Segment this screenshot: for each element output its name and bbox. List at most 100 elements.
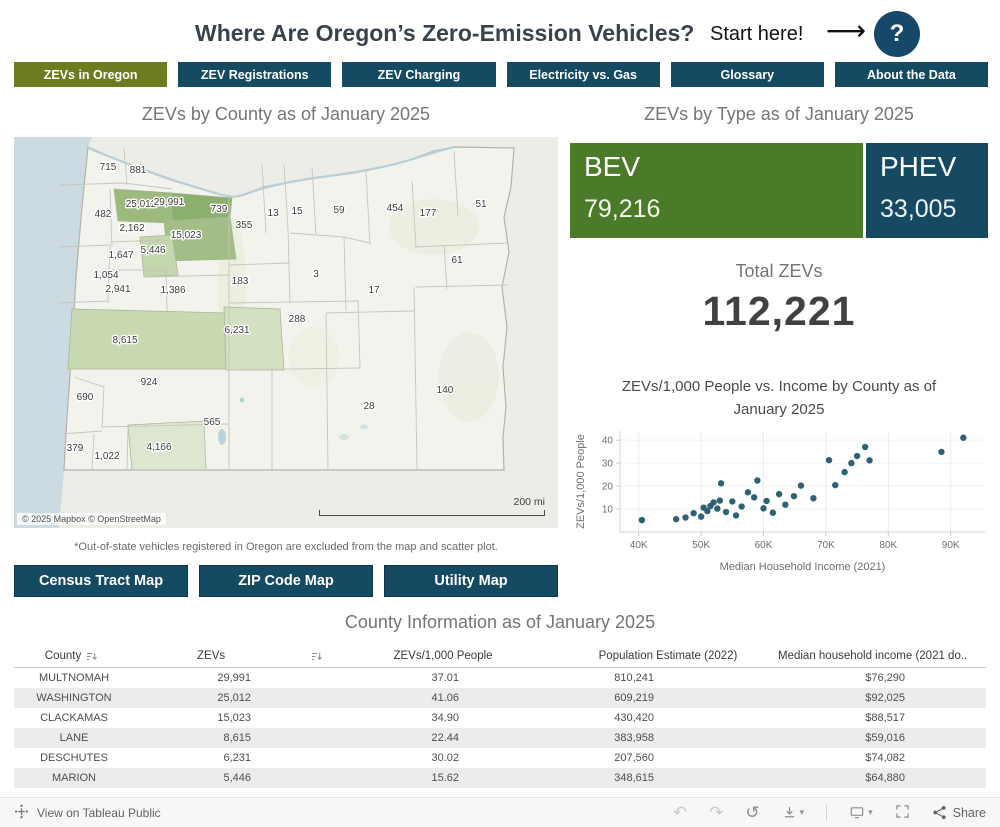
- nav-tab-about-the-data[interactable]: About the Data: [834, 62, 989, 87]
- scatter-point[interactable]: [716, 497, 724, 504]
- scatter-point[interactable]: [690, 509, 697, 517]
- scatter-point[interactable]: [797, 482, 805, 489]
- page-title: Where Are Oregon’s Zero-Emission Vehicle…: [195, 20, 695, 46]
- scatter-point[interactable]: [754, 477, 761, 484]
- scatter-point[interactable]: [790, 492, 798, 500]
- scatter-point[interactable]: [763, 497, 770, 505]
- table-row-deschutes[interactable]: DESCHUTES 6,231 30.02 207,560 $74,082: [14, 748, 986, 768]
- scatter-point[interactable]: [775, 490, 783, 498]
- scatter-point[interactable]: [825, 456, 833, 464]
- scatter-point[interactable]: [729, 498, 736, 505]
- county-value-label: 355: [236, 220, 253, 231]
- y-tick-label: 30: [602, 459, 614, 470]
- table-row-washington[interactable]: WASHINGTON 25,012 41.06 609,219 $92,025: [14, 688, 986, 708]
- scatter-svg[interactable]: 40K 50K 60K 70K 80K 90K 10 20 30 40 ZEVs/1,000 Peo…: [572, 425, 988, 595]
- scatter-point[interactable]: [638, 516, 646, 524]
- scatter-plot[interactable]: 40K 50K 60K 70K 80K 90K 10 20 30 40 ZEVs/1,000 Peo…: [572, 425, 988, 595]
- nav-tab-glossary[interactable]: Glossary: [670, 62, 824, 87]
- help-button[interactable]: ?: [874, 11, 920, 57]
- reset-icon[interactable]: ↺: [745, 803, 760, 822]
- table-cell: 207,560: [614, 752, 654, 764]
- start-here-label: Start here!: [710, 23, 804, 45]
- scatter-point[interactable]: [717, 480, 725, 487]
- phev-box[interactable]: PHEV 33,005: [866, 143, 988, 238]
- sort-icon[interactable]: [311, 651, 322, 662]
- nav-tab-zev-charging[interactable]: ZEV Charging: [342, 62, 496, 87]
- table-cell: 5,446: [223, 772, 251, 784]
- county-value-label: 4,166: [146, 442, 171, 453]
- county-value-label: 454: [387, 203, 404, 214]
- nav-tab-zev-registrations[interactable]: ZEV Registrations: [178, 62, 332, 87]
- scatter-point[interactable]: [841, 468, 848, 476]
- scatter-point[interactable]: [738, 503, 745, 510]
- scatter-point[interactable]: [697, 513, 705, 520]
- column-header-population-estimate-2022[interactable]: Population Estimate (2022): [558, 650, 778, 662]
- map-section-title: ZEVs by County as of January 2025: [141, 104, 431, 124]
- download-button[interactable]: ▾: [782, 805, 804, 820]
- scatter-point[interactable]: [744, 489, 752, 496]
- scatter-point[interactable]: [682, 514, 689, 521]
- undo-icon[interactable]: ↶: [672, 803, 688, 822]
- scatter-point[interactable]: [760, 505, 767, 512]
- nav-tab-bar: ZEVs in Oregon ZEV Registrations ZEV Charg…: [14, 62, 989, 87]
- map-button-census-tract-map[interactable]: Census Tract Map: [14, 565, 188, 597]
- share-icon: [933, 805, 946, 820]
- county-map[interactable]: 715 881 482 25,012 29,991 739 2,162 15,023 355 13…: [14, 137, 558, 528]
- scatter-point[interactable]: [782, 501, 789, 508]
- scatter-point[interactable]: [769, 509, 777, 516]
- scatter-point[interactable]: [866, 457, 873, 464]
- phev-value: 33,005: [880, 195, 957, 223]
- redo-icon[interactable]: ↷: [709, 803, 724, 822]
- pacific-ocean: [14, 137, 92, 528]
- scatter-point[interactable]: [714, 505, 721, 512]
- column-header-zevs-1-000-people[interactable]: ZEVs/1,000 People: [328, 650, 558, 662]
- table-row-clackamas[interactable]: CLACKAMAS 15,023 34.90 430,420 $88,517: [14, 708, 986, 728]
- scatter-point[interactable]: [710, 499, 717, 506]
- map-attribution[interactable]: © 2025 Mapbox © OpenStreetMap: [17, 513, 166, 525]
- county-value-label: 51: [475, 199, 487, 210]
- column-header-zevs[interactable]: ZEVs: [134, 650, 328, 662]
- download-icon: [784, 806, 794, 818]
- table-row-marion[interactable]: MARION 5,446 15.62 348,615 $64,880: [14, 768, 986, 788]
- scatter-point[interactable]: [722, 508, 730, 516]
- share-button[interactable]: Share: [932, 805, 986, 820]
- county-value-label: 29,991: [154, 197, 185, 208]
- scatter-point[interactable]: [853, 452, 861, 460]
- scatter-point[interactable]: [832, 481, 839, 489]
- table-cell: 37.01: [431, 672, 459, 684]
- scatter-point[interactable]: [750, 494, 758, 501]
- view-on-tableau-link[interactable]: View on Tableau Public: [14, 804, 161, 822]
- fullscreen-button[interactable]: [895, 804, 910, 822]
- sort-icon[interactable]: [86, 651, 98, 662]
- scatter-point[interactable]: [810, 495, 817, 502]
- column-header-median-household-income-2021-do[interactable]: Median household income (2021 do..: [778, 650, 986, 662]
- scatter-point[interactable]: [732, 512, 740, 519]
- scatter-point[interactable]: [960, 434, 967, 441]
- map-footnote: *Out-of-state vehicles registered in Ore…: [74, 541, 498, 553]
- bev-box[interactable]: BEV 79,216: [570, 143, 863, 238]
- nav-tab-zevs-in-oregon[interactable]: ZEVs in Oregon: [14, 62, 168, 87]
- county-boundaries: [57, 148, 509, 471]
- county-value-label: 5,446: [140, 245, 165, 256]
- scatter-point[interactable]: [704, 507, 711, 515]
- table-cell: 8,615: [223, 732, 251, 744]
- column-header-county[interactable]: County: [14, 650, 134, 662]
- scatter-point[interactable]: [938, 448, 945, 456]
- nav-tab-electricity-vs-gas[interactable]: Electricity vs. Gas: [506, 62, 660, 87]
- device-preview-button[interactable]: ▾: [849, 805, 873, 820]
- county-value-label: 6,231: [224, 325, 249, 336]
- table-cell: LANE: [59, 732, 89, 744]
- scatter-point[interactable]: [848, 459, 855, 467]
- table-row-multnomah[interactable]: MULTNOMAH 29,991 37.01 810,241 $76,290: [14, 668, 986, 688]
- scatter-point[interactable]: [861, 443, 869, 451]
- county-shaded-marion[interactable]: [139, 234, 179, 278]
- county-shaded-deschutes[interactable]: [223, 306, 285, 371]
- county-value-label: 177: [420, 208, 437, 219]
- table-row-lane[interactable]: LANE 8,615 22.44 383,958 $59,016: [14, 728, 986, 748]
- county-shaded-lane[interactable]: [67, 308, 229, 370]
- phev-label: PHEV: [880, 151, 957, 182]
- map-button-zip-code-map[interactable]: ZIP Code Map: [199, 565, 373, 597]
- map-button-utility-map[interactable]: Utility Map: [384, 565, 558, 597]
- scatter-point[interactable]: [672, 515, 680, 523]
